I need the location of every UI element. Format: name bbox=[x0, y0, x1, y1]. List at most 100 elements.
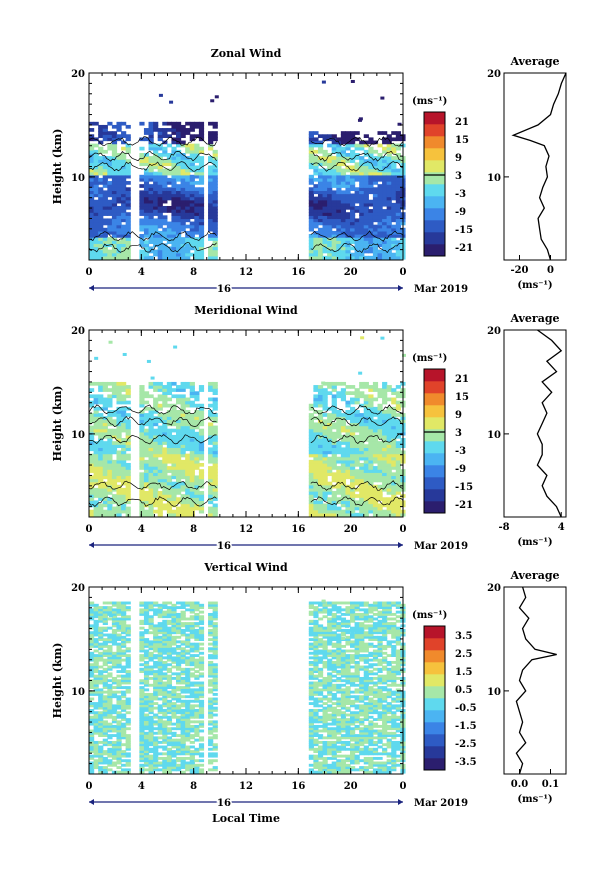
heatmap-cell bbox=[395, 137, 401, 142]
heatmap-cell bbox=[121, 385, 127, 389]
heatmap-cell bbox=[340, 234, 347, 238]
heatmap-cell bbox=[308, 152, 314, 157]
heatmap-cell bbox=[322, 466, 328, 470]
heatmap-cell bbox=[395, 181, 401, 185]
heatmap-cell bbox=[340, 509, 347, 514]
heatmap-cell bbox=[102, 734, 108, 737]
heatmap-cell bbox=[212, 187, 218, 191]
heatmap-cell bbox=[116, 750, 122, 753]
heatmap-cell bbox=[143, 759, 150, 763]
heatmap-cell bbox=[377, 193, 383, 198]
heatmap-cell bbox=[111, 450, 118, 455]
heatmap-cell bbox=[111, 750, 118, 753]
heatmap-cell bbox=[194, 638, 200, 641]
heatmap-cell bbox=[340, 484, 347, 489]
heatmap-cell bbox=[93, 230, 99, 235]
heatmap-cell bbox=[107, 230, 113, 235]
heatmap-cell bbox=[162, 456, 168, 461]
heatmap-cell bbox=[308, 403, 314, 408]
heatmap-cell bbox=[317, 475, 324, 480]
heatmap-cell bbox=[212, 512, 218, 517]
heatmap-cell bbox=[194, 146, 200, 151]
heatmap-cell bbox=[139, 487, 145, 492]
heatmap-cell bbox=[157, 688, 163, 692]
heatmap-cell bbox=[322, 181, 328, 185]
heatmap-cell bbox=[157, 642, 163, 646]
heatmap-cell bbox=[111, 409, 118, 414]
heatmap-cell bbox=[368, 165, 374, 170]
heatmap-cell bbox=[143, 391, 150, 396]
heatmap-cell bbox=[162, 752, 168, 756]
heatmap-cell bbox=[176, 212, 182, 216]
heatmap-cell bbox=[89, 252, 95, 257]
heatmap-cell bbox=[336, 456, 342, 461]
colorbar-frame bbox=[423, 111, 446, 257]
heatmap-cell bbox=[208, 234, 214, 238]
heatmap-cell bbox=[148, 631, 154, 635]
heatmap-cell bbox=[340, 419, 347, 424]
heatmap-cell bbox=[313, 462, 319, 467]
heatmap-cell bbox=[148, 190, 154, 195]
heatmap-cell bbox=[111, 770, 118, 774]
heatmap-cell bbox=[166, 736, 173, 740]
heatmap-cell bbox=[139, 202, 145, 207]
heatmap-cell bbox=[121, 134, 127, 139]
heatmap-cell bbox=[143, 243, 150, 248]
heatmap-cell bbox=[395, 434, 401, 439]
heatmap-cell bbox=[395, 413, 401, 417]
heatmap-cell bbox=[153, 763, 159, 767]
heatmap-cell bbox=[102, 683, 108, 687]
heatmap-cell bbox=[93, 406, 99, 411]
heatmap-cell bbox=[359, 466, 365, 470]
heatmap-cell bbox=[350, 221, 356, 226]
heatmap-cell bbox=[359, 413, 365, 417]
heatmap-cell bbox=[143, 667, 150, 671]
heatmap-cell bbox=[125, 143, 131, 148]
heatmap-cell bbox=[189, 503, 195, 508]
heatmap-cell bbox=[322, 174, 328, 179]
heatmap-cell bbox=[359, 143, 365, 148]
heatmap-cell bbox=[363, 491, 369, 495]
heatmap-cell bbox=[98, 699, 104, 703]
heatmap-cell bbox=[166, 177, 173, 182]
heatmap-cell bbox=[111, 447, 118, 452]
heatmap-cell bbox=[308, 202, 314, 207]
heatmap-cell bbox=[89, 722, 95, 726]
heatmap-cell bbox=[340, 381, 347, 386]
heatmap-cell bbox=[363, 240, 369, 244]
heatmap-cell bbox=[359, 209, 365, 213]
heatmap-cell bbox=[111, 658, 118, 662]
heatmap-cell bbox=[157, 137, 163, 142]
heatmap-cell bbox=[107, 647, 113, 651]
heatmap-cell bbox=[125, 146, 131, 151]
heatmap-cell bbox=[107, 699, 113, 703]
heatmap-cell bbox=[340, 190, 347, 195]
heatmap-cell bbox=[111, 660, 118, 664]
heatmap-cell bbox=[382, 391, 388, 396]
heatmap-cell bbox=[185, 736, 191, 740]
heatmap-cell bbox=[143, 255, 150, 260]
heatmap-cell bbox=[368, 171, 374, 176]
heatmap-cell bbox=[139, 708, 145, 712]
heatmap-cell bbox=[166, 434, 173, 439]
heatmap-cell bbox=[93, 237, 99, 241]
heatmap-cell bbox=[171, 162, 177, 167]
heatmap-cell bbox=[185, 472, 191, 477]
heatmap-cell bbox=[116, 752, 122, 756]
heatmap-cell bbox=[89, 181, 95, 185]
heatmap-cell bbox=[194, 500, 200, 505]
heatmap-cell bbox=[386, 177, 392, 182]
heatmap-cell bbox=[116, 686, 122, 689]
heatmap-cell bbox=[139, 441, 145, 445]
heatmap-cell bbox=[185, 708, 191, 712]
heatmap-cell bbox=[148, 704, 154, 708]
heatmap-cell bbox=[313, 143, 319, 148]
heatmap-cell bbox=[212, 494, 218, 498]
heatmap-cell bbox=[98, 475, 104, 480]
heatmap-cell bbox=[208, 381, 214, 386]
heatmap-cell bbox=[102, 743, 108, 747]
heatmap-cell bbox=[180, 249, 186, 254]
heatmap-cell bbox=[327, 419, 333, 424]
heatmap-cell bbox=[107, 143, 113, 148]
heatmap-cell bbox=[180, 481, 186, 486]
